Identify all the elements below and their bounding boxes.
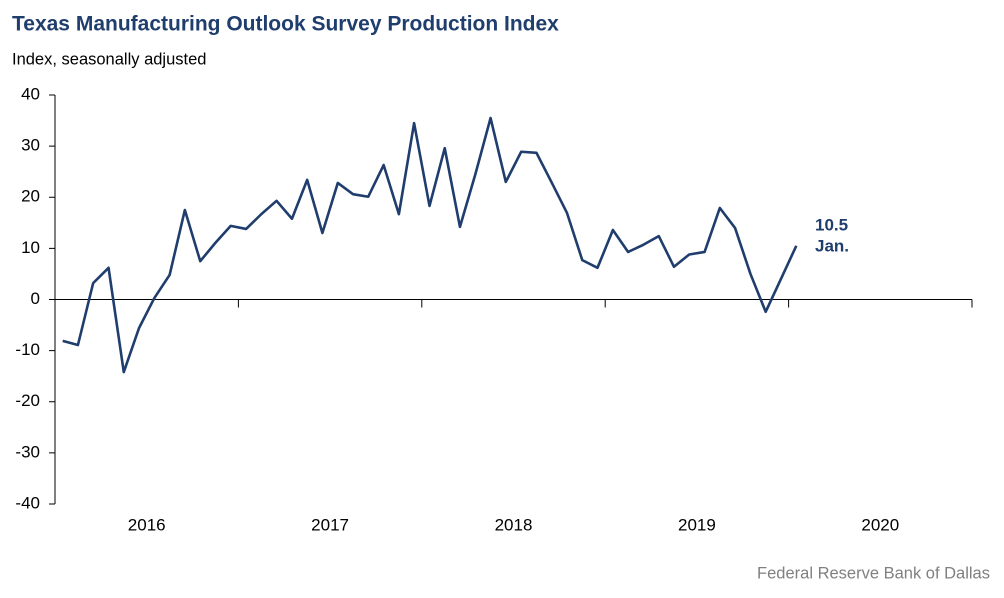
subtitle: Index, seasonally adjusted xyxy=(12,50,206,68)
y-tick-label: 30 xyxy=(21,136,40,155)
data-line xyxy=(62,116,798,374)
source: Federal Reserve Bank of Dallas xyxy=(757,564,990,582)
x-tick-label: 2018 xyxy=(495,515,533,534)
chart-title: Texas Manufacturing Outlook Survey Produ… xyxy=(12,13,559,36)
y-tick-label: 10 xyxy=(21,238,40,257)
y-tick-label: -30 xyxy=(15,442,40,461)
y-tick-label: 20 xyxy=(21,187,40,206)
annotation-value: 10.5 xyxy=(815,215,848,234)
x-tick-label: 2017 xyxy=(311,515,349,534)
annotation-month: Jan. xyxy=(815,236,849,255)
x-tick-label: 2019 xyxy=(678,515,716,534)
y-tick-label: -10 xyxy=(15,340,40,359)
x-tick-label: 2020 xyxy=(861,515,899,534)
x-tick-label: 2016 xyxy=(128,515,166,534)
y-tick-label: -40 xyxy=(15,493,40,512)
y-tick-label: 0 xyxy=(31,289,40,308)
y-tick-label: -20 xyxy=(15,391,40,410)
y-tick-label: 40 xyxy=(21,84,40,103)
